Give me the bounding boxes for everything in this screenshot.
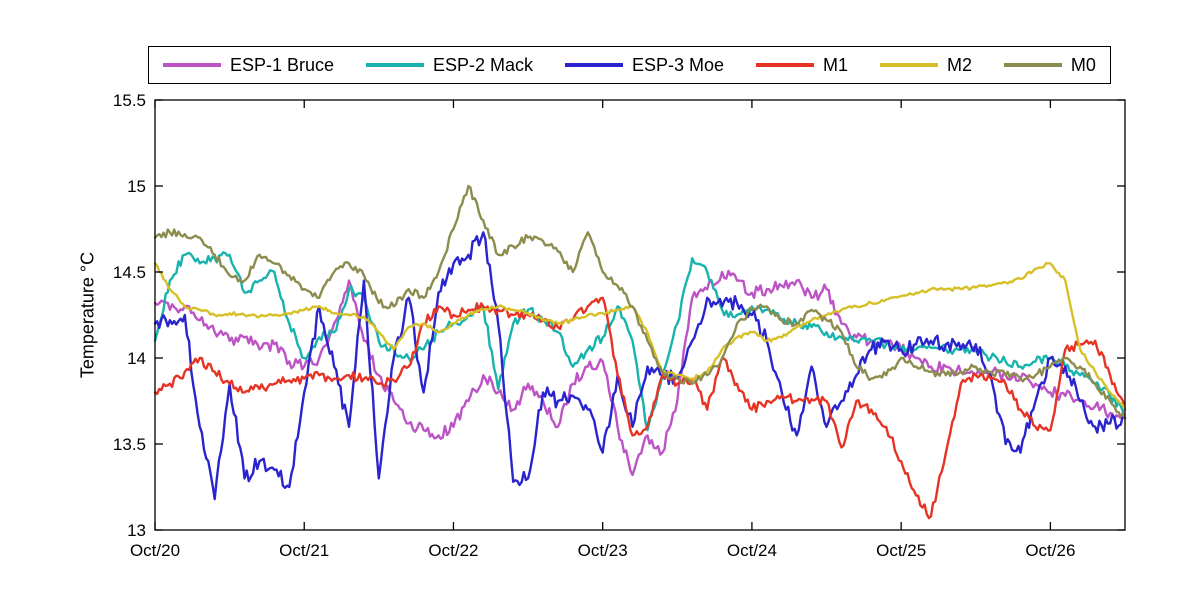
x-tick-label: Oct/24 [727, 541, 777, 560]
series-line-esp-2-mack [153, 251, 1127, 432]
legend-line-sample [366, 63, 424, 67]
axes-box [154, 99, 1126, 531]
legend-label: ESP-3 Moe [631, 54, 725, 75]
legend-line-sample [163, 63, 221, 67]
legend-line-sample [564, 63, 623, 67]
series-line-m1 [153, 296, 1127, 520]
y-tick-label: 13 [127, 521, 146, 540]
legend-line-sample [879, 63, 938, 67]
x-tick-label: Oct/26 [1025, 541, 1075, 560]
legend-item-esp-3-moe: ESP-3 Moe [564, 54, 725, 76]
legend-item-m1: M1 [755, 54, 848, 76]
x-tick-label: Oct/20 [130, 541, 180, 560]
legend-item-esp-1-bruce: ESP-1 Bruce [163, 55, 334, 76]
legend-line-sample [1003, 63, 1062, 67]
x-tick-label: Oct/23 [578, 541, 628, 560]
series-line-m2 [153, 262, 1127, 411]
legend-label: ESP-2 Mack [433, 54, 534, 75]
y-axis-label: Temperature °C [77, 251, 98, 379]
legend-item-m2: M2 [879, 54, 972, 76]
series-line-m0 [153, 184, 1127, 420]
legend-item-esp-2-mack: ESP-2 Mack [366, 55, 533, 76]
x-tick-label: Oct/25 [876, 541, 926, 560]
series-line-esp-1-bruce [153, 269, 1127, 477]
y-tick-label: 14 [127, 349, 146, 368]
y-tick-label: 15 [127, 177, 146, 196]
series-line-esp-3-moe [153, 231, 1127, 501]
legend-line-sample [755, 63, 814, 67]
legend: ESP-1 Bruce ESP-2 Mack ESP-3 Moe M1 M2 M0 [148, 46, 1111, 84]
y-tick-label: 14.5 [113, 263, 146, 282]
legend-label: M1 [822, 54, 848, 75]
y-tick-label: 15.5 [113, 91, 146, 110]
x-tick-label: Oct/21 [279, 541, 329, 560]
legend-label: M0 [1070, 54, 1096, 75]
legend-item-m0: M0 [1003, 54, 1096, 76]
legend-label: M2 [946, 54, 972, 75]
y-tick-label: 13.5 [113, 435, 146, 454]
x-tick-label: Oct/22 [428, 541, 478, 560]
legend-label: ESP-1 Bruce [230, 54, 335, 75]
